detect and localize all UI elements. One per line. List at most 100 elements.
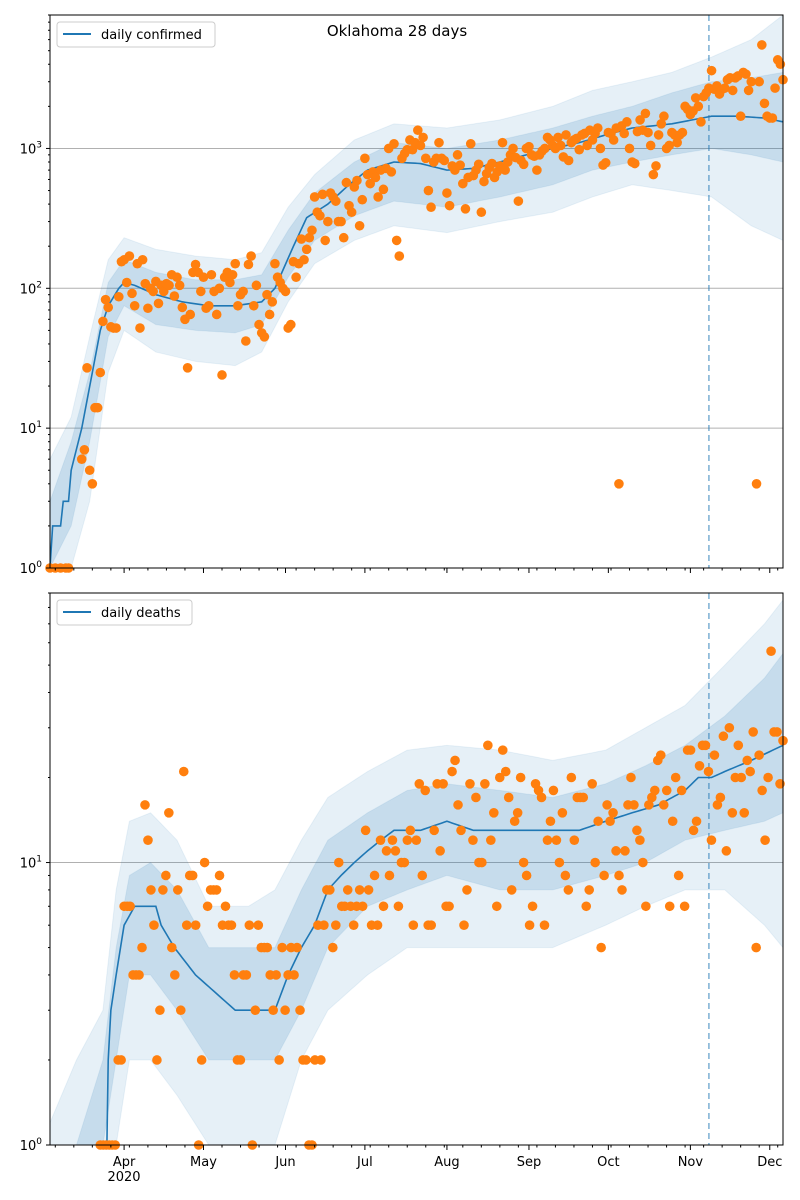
observed-point bbox=[656, 119, 667, 129]
observed-point bbox=[626, 772, 636, 783]
observed-point bbox=[664, 901, 675, 912]
observed-point bbox=[320, 235, 331, 246]
observed-point bbox=[608, 135, 619, 145]
y-tick-label: 103 bbox=[20, 140, 42, 157]
observed-point bbox=[352, 175, 362, 186]
observed-point bbox=[548, 785, 559, 796]
observed-point bbox=[503, 792, 514, 803]
observed-point bbox=[393, 901, 404, 912]
observed-point bbox=[480, 779, 490, 789]
observed-point bbox=[137, 942, 147, 953]
observed-point bbox=[149, 920, 159, 931]
observed-point bbox=[79, 445, 90, 455]
observed-point bbox=[423, 185, 434, 196]
observed-point bbox=[742, 755, 753, 766]
observed-point bbox=[745, 766, 756, 777]
observed-point bbox=[677, 127, 688, 138]
observed-point bbox=[658, 800, 669, 810]
observed-point bbox=[651, 161, 661, 171]
observed-point bbox=[438, 779, 448, 789]
observed-point bbox=[489, 807, 499, 818]
observed-point bbox=[509, 816, 520, 827]
observed-point bbox=[402, 835, 413, 845]
observed-point bbox=[435, 846, 445, 856]
observed-point bbox=[420, 785, 431, 796]
x-year-label: 2020 bbox=[107, 1170, 140, 1185]
observed-point bbox=[387, 835, 398, 845]
observed-point bbox=[724, 722, 735, 733]
observed-point bbox=[202, 901, 213, 912]
observed-point bbox=[369, 870, 380, 881]
observed-point bbox=[483, 740, 493, 751]
observed-point bbox=[338, 232, 349, 243]
observed-point bbox=[143, 303, 153, 314]
observed-point bbox=[539, 920, 550, 931]
observed-point bbox=[372, 920, 383, 931]
observed-point bbox=[175, 1005, 186, 1016]
observed-point bbox=[296, 234, 307, 244]
observed-point bbox=[497, 745, 508, 755]
y-tick-base: 10 bbox=[20, 422, 37, 437]
observed-point bbox=[736, 772, 747, 783]
observed-point bbox=[508, 143, 518, 154]
observed-point bbox=[518, 159, 529, 170]
observed-point bbox=[196, 286, 206, 297]
observed-point bbox=[408, 920, 419, 931]
observed-point bbox=[161, 870, 171, 881]
observed-point bbox=[551, 835, 562, 845]
observed-point bbox=[608, 807, 618, 818]
observed-point bbox=[650, 785, 660, 796]
observed-point bbox=[622, 117, 632, 127]
observed-point bbox=[271, 970, 281, 980]
observed-point bbox=[459, 920, 469, 931]
observed-point bbox=[135, 323, 145, 333]
observed-point bbox=[111, 323, 121, 333]
observed-point bbox=[673, 870, 684, 881]
observed-point bbox=[346, 207, 357, 218]
observed-point bbox=[595, 143, 606, 154]
observed-point bbox=[190, 920, 201, 931]
observed-point bbox=[241, 336, 251, 346]
observed-point bbox=[174, 280, 185, 291]
observed-point bbox=[751, 942, 761, 953]
band-outer bbox=[50, 15, 783, 568]
observed-point bbox=[465, 138, 476, 149]
chart-title: Oklahoma 28 days bbox=[327, 22, 468, 40]
observed-point bbox=[772, 727, 782, 737]
observed-point bbox=[733, 740, 744, 751]
observed-point bbox=[354, 885, 365, 895]
observed-point bbox=[214, 870, 225, 881]
observed-point bbox=[229, 970, 240, 980]
plot-content bbox=[50, 593, 783, 1145]
observed-point bbox=[87, 479, 98, 489]
observed-point bbox=[672, 137, 682, 148]
y-tick-base: 10 bbox=[20, 562, 37, 577]
observed-point bbox=[225, 277, 235, 288]
x-tick-label: Dec bbox=[757, 1155, 782, 1170]
observed-point bbox=[757, 40, 767, 50]
observed-point bbox=[630, 158, 640, 169]
x-tick-label: Jul bbox=[356, 1155, 373, 1170]
observed-point bbox=[357, 194, 368, 205]
legend-label: daily deaths bbox=[101, 606, 181, 621]
observed-point bbox=[280, 286, 291, 297]
observed-point bbox=[301, 1055, 311, 1065]
observed-point bbox=[703, 766, 714, 777]
observed-point bbox=[524, 920, 535, 931]
observed-point bbox=[727, 85, 738, 96]
observed-point bbox=[605, 816, 615, 827]
observed-point bbox=[316, 1055, 326, 1065]
x-tick-label: May bbox=[190, 1155, 217, 1170]
observed-point bbox=[715, 792, 726, 803]
observed-point bbox=[405, 825, 416, 836]
observed-point bbox=[125, 901, 135, 912]
y-tick-base: 10 bbox=[20, 142, 37, 157]
observed-point bbox=[600, 157, 611, 168]
observed-point bbox=[370, 172, 381, 183]
observed-point bbox=[386, 167, 397, 177]
observed-point bbox=[563, 155, 574, 166]
observed-point bbox=[696, 117, 706, 127]
observed-point bbox=[754, 76, 764, 87]
observed-point bbox=[754, 750, 764, 760]
